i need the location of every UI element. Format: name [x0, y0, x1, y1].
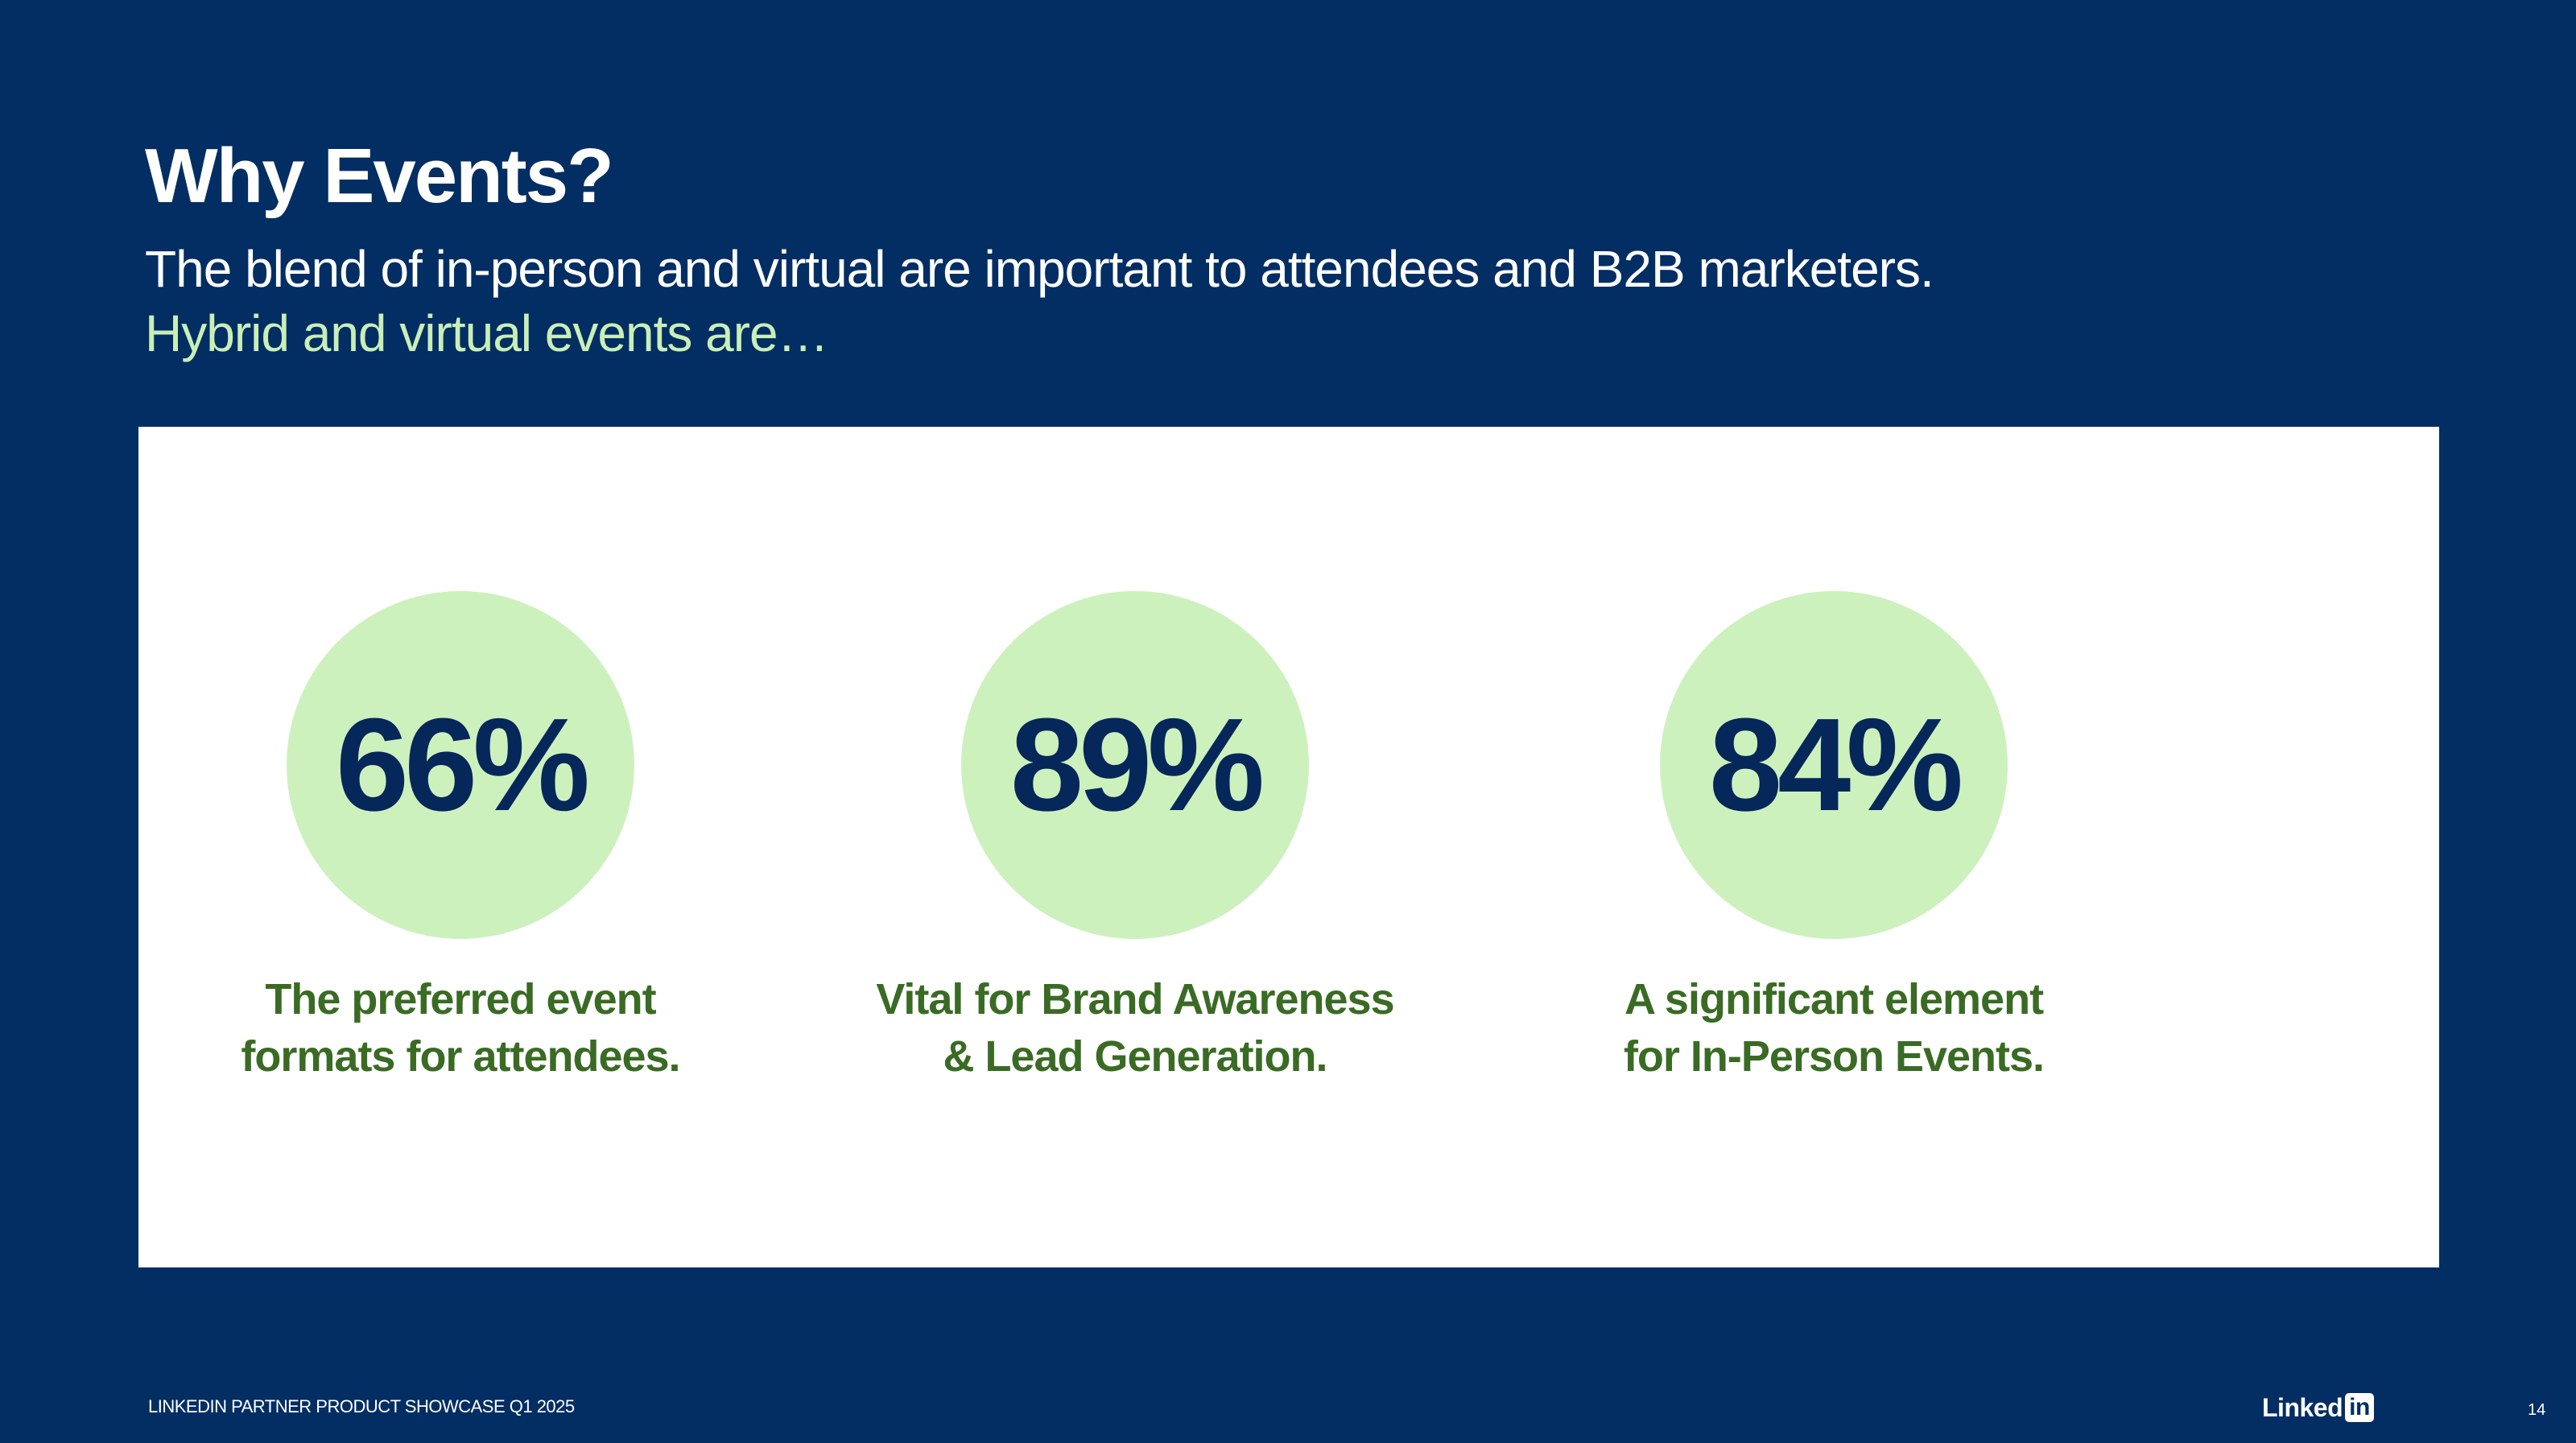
stat-value: 84% [1708, 691, 1963, 838]
stat-circle: 89% [961, 591, 1309, 939]
stat-brand-awareness: 89% Vital for Brand Awareness & Lead Gen… [813, 591, 1457, 1086]
stat-caption-line: formats for attendees. [241, 1032, 680, 1081]
stat-value: 89% [1009, 691, 1265, 838]
stat-value: 66% [335, 691, 590, 838]
linkedin-logo-word: Linked [2262, 1393, 2343, 1422]
linkedin-logo-box: in [2345, 1393, 2374, 1422]
stats-panel: 66% The preferred event formats for atte… [138, 427, 2439, 1267]
stat-in-person-element: 84% A significant element for In-Person … [1512, 591, 2156, 1086]
page-number: 14 [2528, 1401, 2546, 1419]
slide-title: Why Events? [145, 133, 614, 219]
stat-caption: The preferred event formats for attendee… [241, 971, 680, 1086]
stat-circle: 66% [287, 591, 634, 939]
slide-subtitle: The blend of in-person and virtual are i… [145, 240, 1934, 298]
stat-caption-line: for In-Person Events. [1623, 1032, 2045, 1081]
stat-caption: A significant element for In-Person Even… [1623, 971, 2045, 1086]
stat-caption-line: Vital for Brand Awareness [876, 975, 1394, 1023]
stat-circle: 84% [1660, 591, 2008, 939]
linkedin-logo: Linked in [2262, 1393, 2374, 1422]
stat-attendee-preference: 66% The preferred event formats for atte… [138, 591, 782, 1086]
stat-caption-line: The preferred event [265, 975, 656, 1023]
stat-caption-line: A significant element [1624, 975, 2044, 1023]
stat-caption: Vital for Brand Awareness & Lead Generat… [876, 971, 1394, 1086]
footer-showcase-label: LINKEDIN PARTNER PRODUCT SHOWCASE Q1 202… [148, 1396, 575, 1416]
stat-caption-line: & Lead Generation. [943, 1032, 1327, 1081]
slide-subtitle-accent: Hybrid and virtual events are… [145, 304, 829, 362]
